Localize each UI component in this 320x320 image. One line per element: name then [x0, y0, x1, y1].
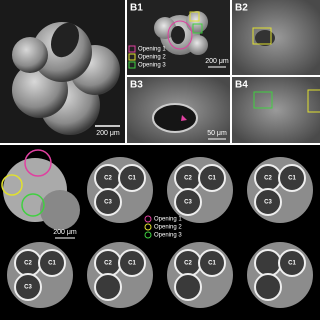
chamber-label: C3 [104, 200, 112, 206]
foram-b1 [154, 11, 208, 55]
foram-a [12, 22, 120, 135]
arrow [181, 115, 187, 121]
chamber-label: C2 [104, 261, 112, 267]
chamber-label: C3 [24, 285, 32, 291]
chamber [254, 273, 282, 301]
chamber-label: C1 [288, 176, 296, 182]
scale-label: 200 μm [205, 58, 229, 65]
chamber [198, 249, 226, 277]
legend-swatch [144, 215, 152, 223]
legend-label: Opening 1 [154, 217, 182, 223]
legend-swatch [128, 61, 136, 69]
chamber-label: C2 [184, 176, 192, 182]
chamber-label: C1 [128, 176, 136, 182]
chamber [254, 249, 282, 277]
legend-swatch [144, 223, 152, 231]
chamber-label: C3 [264, 200, 272, 206]
opening [152, 103, 198, 133]
scale-label: 50 μm [207, 130, 227, 137]
scale-label: 200 μm [53, 229, 77, 236]
legend-label: Opening 2 [138, 55, 166, 61]
chamber [278, 164, 306, 192]
legend-label: Opening 3 [138, 63, 166, 69]
chamber [278, 249, 306, 277]
panel-b4 [232, 77, 320, 143]
chamber-label: C1 [48, 261, 56, 267]
panel-label: B4 [235, 80, 248, 91]
chamber-label: C1 [128, 261, 136, 267]
chamber [94, 188, 122, 216]
slice-shell [247, 242, 313, 308]
panel-label: B3 [130, 80, 143, 91]
chamber [38, 249, 66, 277]
legend-label: Opening 3 [154, 233, 182, 239]
chamber [14, 273, 42, 301]
legend-label: Opening 1 [138, 47, 166, 53]
roi [253, 91, 273, 109]
slice-shell [87, 157, 153, 223]
legend-swatch [128, 45, 136, 53]
slice-shell [247, 157, 313, 223]
chamber-label: C3 [184, 200, 192, 206]
legend-label: Opening 2 [154, 225, 182, 231]
slice-shell [167, 157, 233, 223]
chamber-label: C1 [288, 261, 296, 267]
chamber [174, 188, 202, 216]
slice-annotated [1, 149, 80, 230]
chamber [174, 273, 202, 301]
chamber-label: C1 [208, 176, 216, 182]
chamber-label: C2 [264, 176, 272, 182]
opening [255, 30, 275, 46]
scale-label: 200 μm [96, 130, 120, 137]
roi [307, 89, 320, 113]
legend-swatch [144, 231, 152, 239]
chamber-label: C1 [208, 261, 216, 267]
chamber [118, 164, 146, 192]
chamber-label: C2 [104, 176, 112, 182]
legend-swatch [128, 53, 136, 61]
chamber-label: C2 [184, 261, 192, 267]
panel-label: B2 [235, 3, 248, 14]
slice-shell [167, 242, 233, 308]
panel-label: B1 [130, 3, 143, 14]
chamber-label: C2 [24, 261, 32, 267]
chamber [118, 249, 146, 277]
chamber [198, 164, 226, 192]
slice-shell [87, 242, 153, 308]
chamber [94, 273, 122, 301]
chamber [254, 188, 282, 216]
roi [252, 27, 272, 45]
panel-b2 [232, 0, 320, 75]
slice-shell [7, 242, 73, 308]
